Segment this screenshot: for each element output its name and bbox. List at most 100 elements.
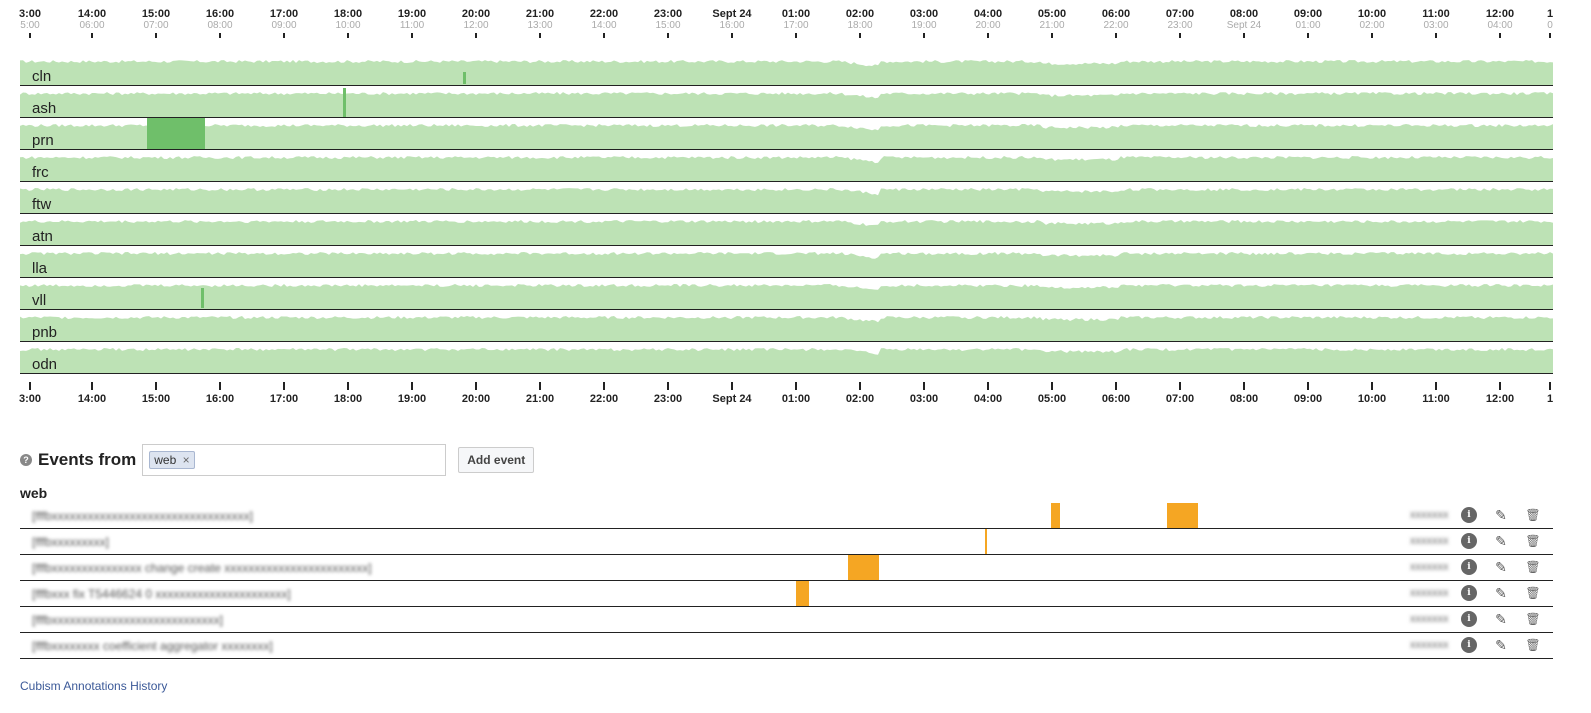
axis-tick-sublabel: 20:00 [975, 20, 1001, 31]
event-row[interactable]: [fffbxxxxxxxxxxxxxxxxxxxxxxxxxxxx] xxxxx… [20, 607, 1553, 633]
event-row[interactable]: [fffbxxxxxxxxxxxxxxxxxxxxxxxxxxxxxxxxx] … [20, 503, 1553, 529]
axis-tick-mark [987, 382, 989, 390]
delete-icon[interactable]: 🗑 [1525, 612, 1541, 626]
question-icon[interactable]: ? [20, 454, 32, 466]
axis-tick-mark [1115, 382, 1117, 390]
axis-tick: 15:00 [116, 382, 196, 405]
axis-tick-label: 1 [1546, 8, 1554, 20]
axis-tick: 3:00 [0, 382, 70, 405]
horizon-area-band [20, 284, 1553, 309]
horizon-row-atn: atn [20, 214, 1553, 246]
event-bar[interactable] [848, 555, 879, 580]
axis-tick-label: 23:00 [653, 393, 683, 405]
info-icon[interactable]: i [1461, 533, 1477, 549]
info-icon[interactable]: i [1461, 507, 1477, 523]
horizon-area [20, 220, 1553, 245]
edit-icon[interactable]: ✎ [1495, 558, 1507, 575]
axis-tick-mark [539, 33, 541, 38]
metric-label: cln [32, 68, 52, 85]
horizon-row-ash: ash [20, 86, 1553, 118]
info-icon[interactable]: i [1461, 637, 1477, 653]
axis-tick-mark [347, 382, 349, 390]
info-icon[interactable]: i [1461, 585, 1477, 601]
event-bar[interactable] [985, 529, 987, 554]
axis-tick-label: 03:00 [909, 8, 939, 20]
axis-tick: 23:00 [628, 382, 708, 405]
axis-tick-label: 12:00 [1485, 8, 1515, 20]
horizon-area [20, 88, 1553, 117]
info-icon[interactable]: i [1461, 559, 1477, 575]
axis-tick-mark [731, 382, 733, 390]
axis-tick-label: 12:00 [1485, 393, 1515, 405]
event-actions: i ✎ 🗑 [1461, 611, 1541, 627]
axis-tick: 18:00 [308, 382, 388, 405]
delete-icon[interactable]: 🗑 [1525, 638, 1541, 652]
edit-icon[interactable]: ✎ [1495, 636, 1507, 653]
annotations-history-link[interactable]: Cubism Annotations History [20, 679, 168, 693]
delete-icon[interactable]: 🗑 [1525, 560, 1541, 574]
axis-tick-label: 10:00 [1357, 8, 1387, 20]
edit-icon[interactable]: ✎ [1495, 506, 1507, 523]
axis-tick-label: 21:00 [525, 393, 555, 405]
axis-tick-mark [923, 382, 925, 390]
axis-tick-mark [29, 382, 31, 390]
axis-tick: 03:00 19:00 [884, 8, 964, 38]
horizon-row-odn: odn [20, 342, 1553, 374]
axis-tick-mark [1307, 382, 1309, 390]
metric-label: ftw [32, 196, 52, 213]
horizon-area-band [20, 124, 1553, 149]
axis-tick: 21:00 [500, 382, 580, 405]
metric-label: frc [32, 164, 49, 181]
edit-icon[interactable]: ✎ [1495, 584, 1507, 601]
axis-tick: 20:00 12:00 [436, 8, 516, 38]
edit-icon[interactable]: ✎ [1495, 532, 1507, 549]
axis-tick-sublabel: 02:00 [1359, 20, 1385, 31]
event-row[interactable]: [fffbxxxxxxxxx] xxxxxxx i ✎ 🗑 [20, 529, 1553, 555]
axis-tick: 11:00 03:00 [1396, 8, 1476, 38]
axis-tick-label: 08:00 [1229, 393, 1259, 405]
event-bar[interactable] [1167, 503, 1198, 528]
event-row[interactable]: [fffbxxxxxxxx coefficient aggregator xxx… [20, 633, 1553, 659]
event-bar[interactable] [1051, 503, 1060, 528]
horizon-row-vll: vll [20, 278, 1553, 310]
axis-tick-label: 19:00 [397, 393, 427, 405]
axis-tick-mark [411, 33, 413, 38]
axis-tick: 18:00 10:00 [308, 8, 388, 38]
edit-icon[interactable]: ✎ [1495, 610, 1507, 627]
delete-icon[interactable]: 🗑 [1525, 534, 1541, 548]
event-source-input[interactable]: web × [142, 444, 447, 476]
filter-token-label: web [154, 453, 177, 467]
axis-tick-sublabel: 19:00 [911, 20, 937, 31]
axis-tick-mark [1549, 382, 1551, 390]
axis-tick: 09:00 [1268, 382, 1348, 405]
axis-tick-label: 16:00 [205, 8, 235, 20]
event-owner: xxxxxxx [1410, 509, 1449, 521]
info-glyph: i [1461, 559, 1477, 575]
delete-icon[interactable]: 🗑 [1525, 586, 1541, 600]
axis-tick-label: 07:00 [1165, 8, 1195, 20]
axis-tick: 10:00 [1332, 382, 1412, 405]
info-icon[interactable]: i [1461, 611, 1477, 627]
axis-tick: 02:00 [820, 382, 900, 405]
horizon-area-band [20, 220, 1553, 245]
event-owner: xxxxxxx [1410, 535, 1449, 547]
metric-label: vll [32, 292, 47, 309]
axis-tick-sublabel: 5:00 [20, 20, 40, 31]
event-row[interactable]: [fffbxxx fix T5446624 0 xxxxxxxxxxxxxxxx… [20, 581, 1553, 607]
delete-icon[interactable]: 🗑 [1525, 508, 1541, 522]
add-event-button[interactable]: Add event [458, 447, 535, 473]
axis-tick-label: 04:00 [973, 393, 1003, 405]
axis-tick-label: 11:00 [1422, 8, 1450, 20]
axis-tick-mark [923, 33, 925, 38]
axis-tick-mark [859, 382, 861, 390]
axis-tick: 01:00 17:00 [756, 8, 836, 38]
axis-tick: 01:00 [756, 382, 836, 405]
remove-token-icon[interactable]: × [182, 453, 190, 467]
axis-tick-mark [1549, 33, 1551, 38]
event-bar[interactable] [796, 581, 809, 606]
axis-tick-sublabel: 10:00 [335, 20, 361, 31]
axis-tick: Sept 24 16:00 [692, 8, 772, 38]
axis-tick: 15:00 07:00 [116, 8, 196, 38]
axis-tick-mark [91, 382, 93, 390]
event-row[interactable]: [fffbxxxxxxxxxxxxxxx change create xxxxx… [20, 555, 1553, 581]
